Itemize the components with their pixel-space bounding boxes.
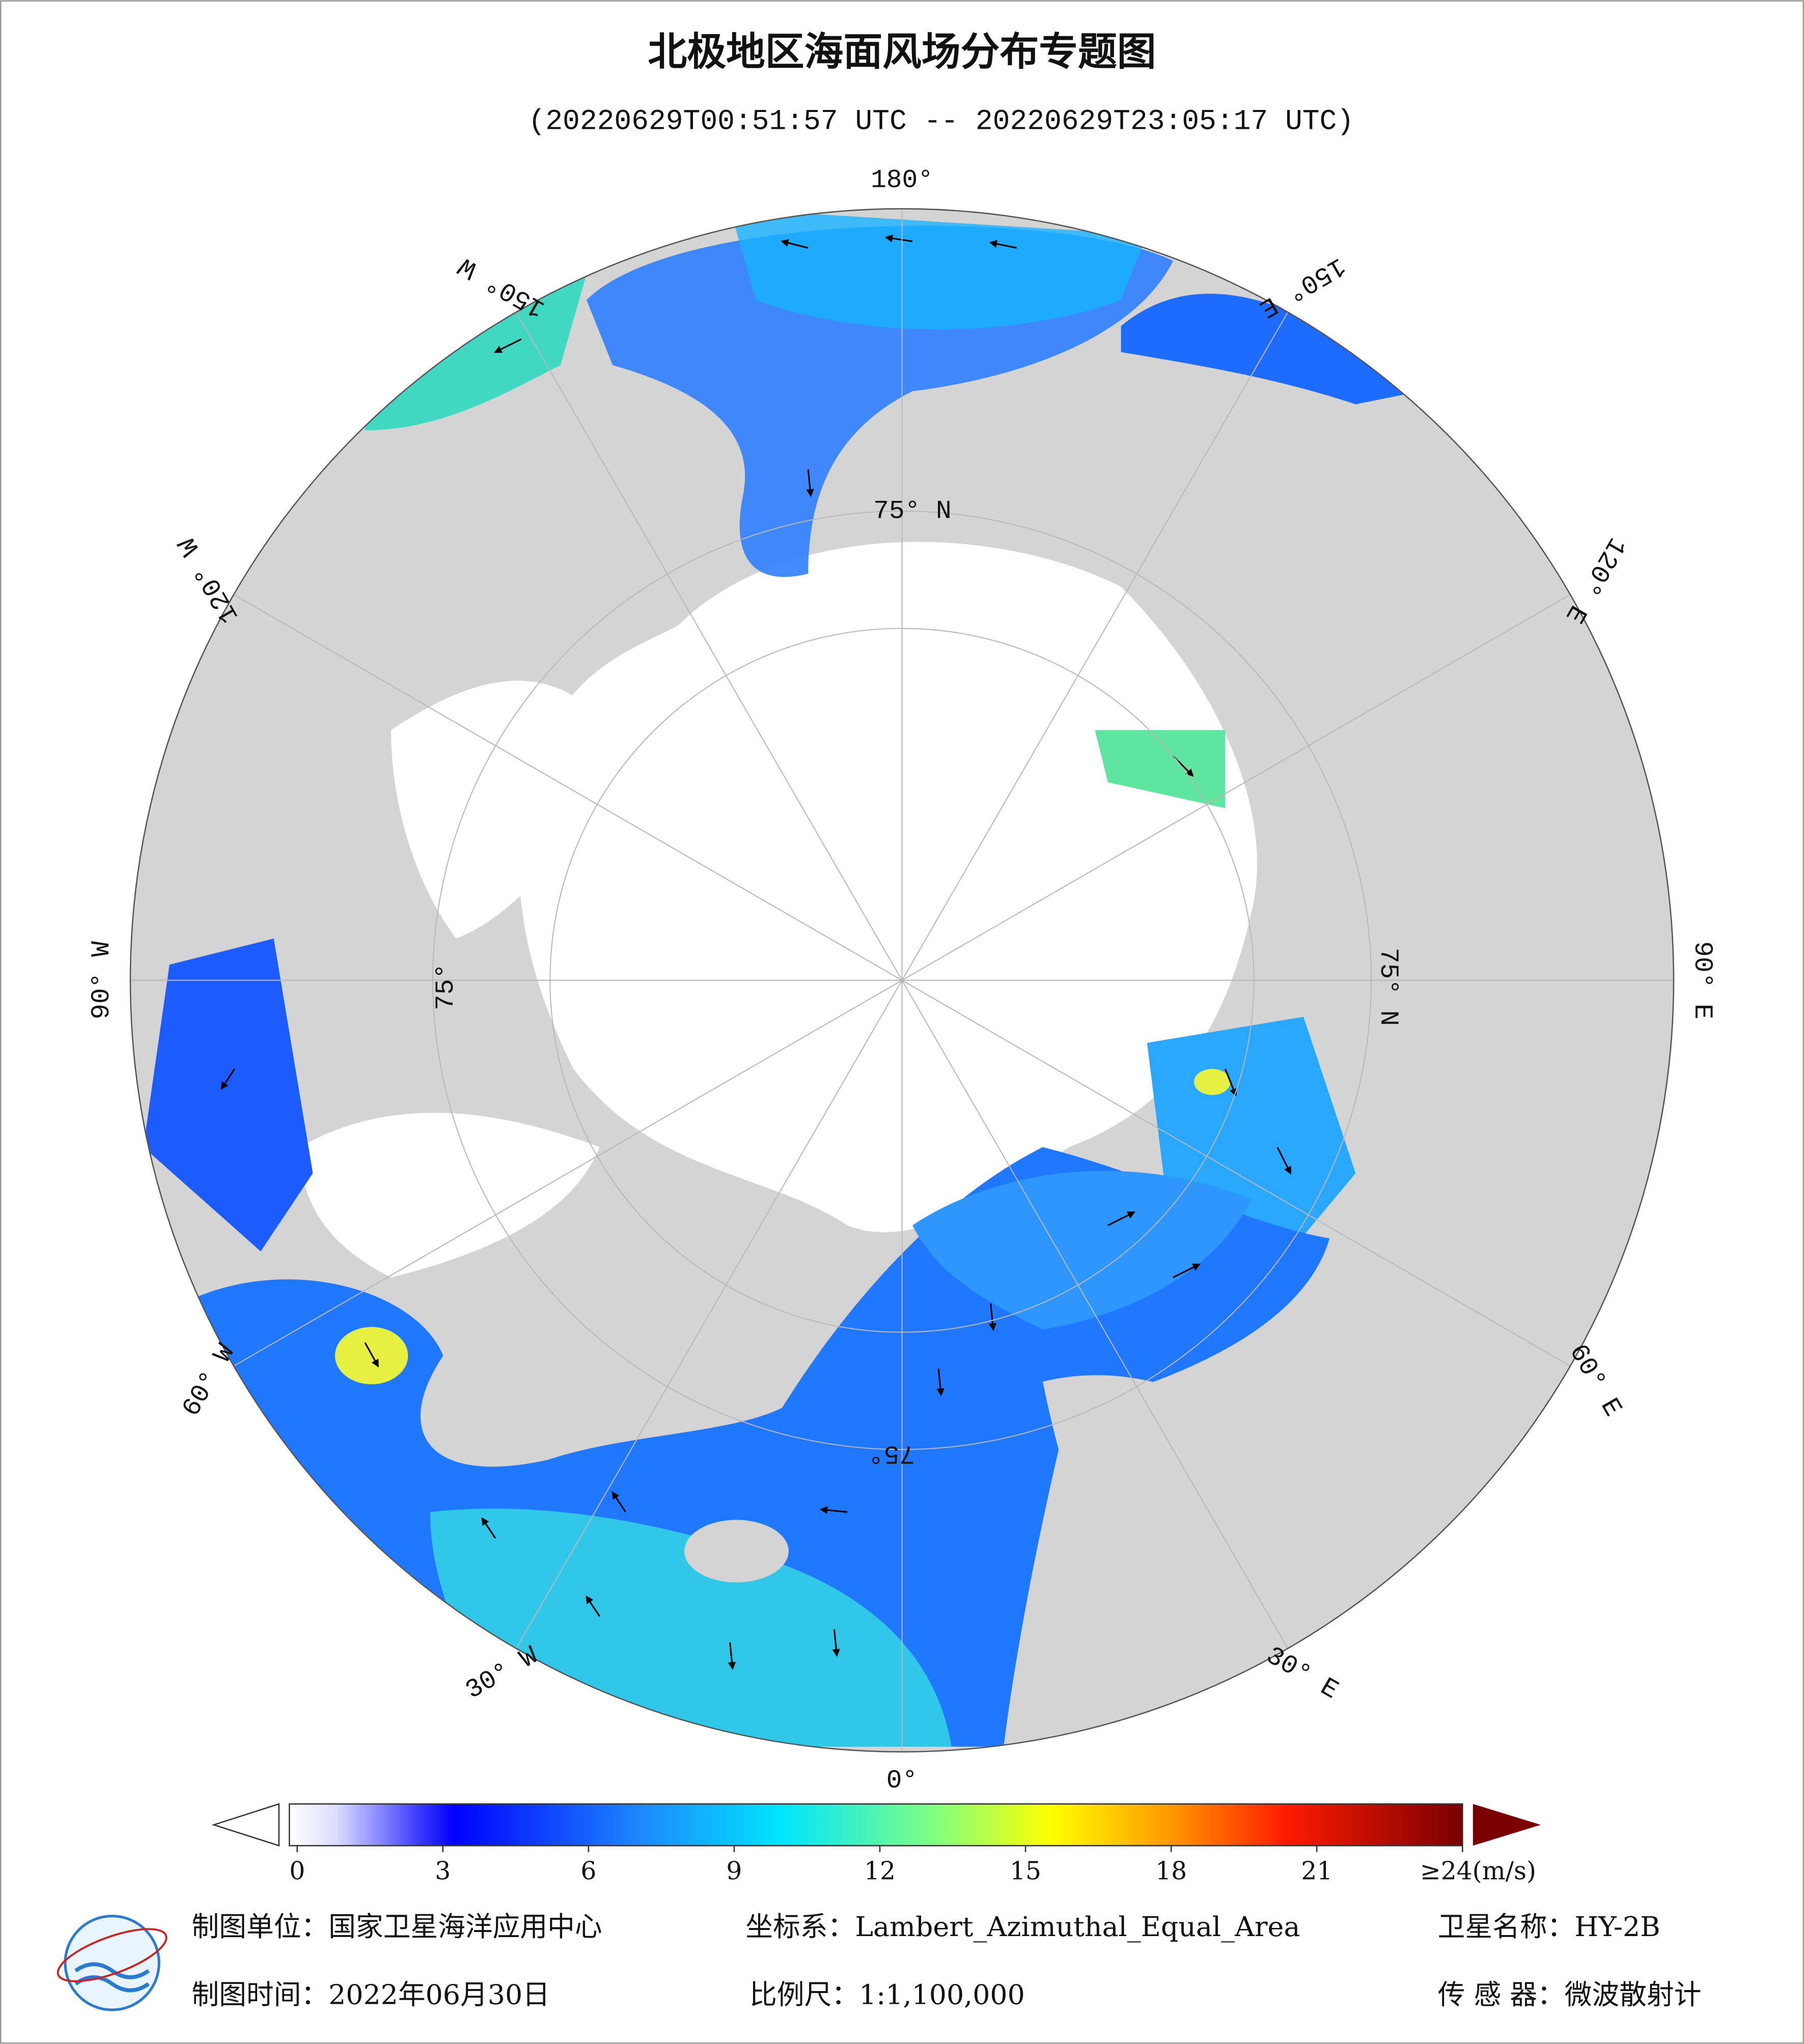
colorbar-tick-label: 0 [289, 1857, 305, 1886]
land [1042, 1375, 1330, 1721]
colorbar-tick-label: ≥24(m/s) [1420, 1857, 1536, 1886]
logo [57, 1915, 168, 2011]
sensor: 传 感 器：微波散射计 [1438, 1978, 1702, 2010]
parallel-label: 75° [868, 1438, 915, 1468]
map-unit: 制图单位：国家卫星海洋应用中心 [191, 1911, 602, 1943]
wind-field [912, 1170, 1252, 1330]
graticule [130, 209, 1674, 1752]
wind-field [1121, 293, 1421, 405]
colorbar-tick-label: 6 [580, 1857, 596, 1886]
wind-field [143, 938, 313, 1252]
meridian [233, 979, 903, 1367]
parallel-label: 75° [431, 963, 461, 1010]
map [130, 209, 1674, 1752]
colorbar-tick-label: 12 [864, 1857, 896, 1886]
colorbar-tick-label: 3 [435, 1857, 451, 1886]
meridian [515, 980, 903, 1649]
satellite: 卫星名称：HY-2B [1438, 1911, 1660, 1943]
meridian [233, 594, 903, 981]
scale: 比例尺：1:1,100,000 [750, 1978, 1025, 2010]
colorbar-tick-label: 15 [1010, 1857, 1041, 1886]
wind-field [730, 209, 1147, 329]
meridian [901, 980, 1289, 1649]
parallel-label: 75° N [873, 497, 952, 526]
meridian [901, 594, 1571, 981]
map-border [129, 208, 1675, 1753]
sea-ice [519, 542, 1257, 1233]
meridian-label: 90° E [1687, 941, 1717, 1020]
colorbar-under [211, 1803, 280, 1847]
title: 北极地区海面风场分布专题图 [648, 29, 1156, 75]
meridian-label: 180° [871, 165, 933, 195]
colorbar-tick-label: 21 [1301, 1857, 1333, 1886]
wind-field [1194, 1069, 1231, 1095]
land [684, 1520, 789, 1583]
parallel-label: 75° N [1373, 948, 1403, 1026]
projection: 坐标系：Lambert_Azimuthal_Equal_Area [745, 1911, 1300, 1943]
colorbar [289, 1803, 1463, 1846]
meridian [515, 312, 903, 981]
meridian-label: 0° [886, 1766, 918, 1796]
meridian [901, 979, 1571, 1367]
colorbar-over [1473, 1804, 1541, 1846]
sea-ice [391, 681, 613, 939]
meridian-label: 90° W [87, 941, 117, 1020]
wind-field [365, 274, 587, 431]
meridian [901, 312, 1289, 981]
colorbar-tick-label: 9 [726, 1857, 742, 1886]
wind-field [1095, 730, 1226, 808]
subtitle: (20220629T00:51:57 UTC -- 20220629T23:05… [528, 105, 1354, 137]
colorbar-tick-label: 18 [1155, 1857, 1187, 1886]
wind-vectors [220, 234, 1291, 1670]
sea-ice [299, 1112, 600, 1278]
map-date: 制图时间：2022年06月30日 [191, 1978, 550, 2010]
